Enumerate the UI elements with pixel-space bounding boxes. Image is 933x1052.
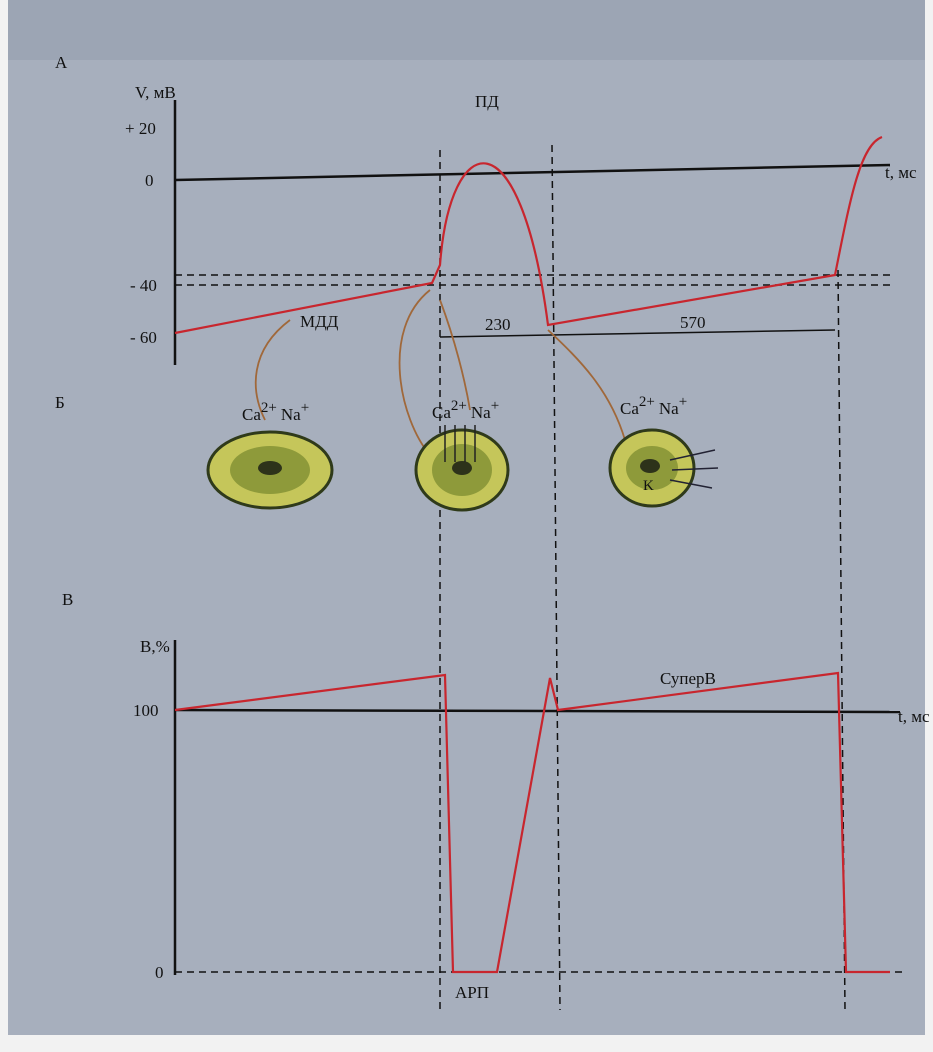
ion: Na — [659, 399, 679, 418]
ion: Na — [471, 403, 491, 422]
charge: 2+ — [451, 398, 467, 414]
x-axis-label: t, мс — [898, 707, 930, 726]
panel-label: Б — [55, 393, 65, 412]
charge: 2+ — [261, 400, 277, 416]
nucleus — [258, 461, 282, 475]
ion: Ca — [242, 405, 261, 424]
y-tick: 100 — [133, 701, 159, 720]
charge: + — [491, 398, 499, 414]
charge: 2+ — [639, 394, 655, 410]
y-tick: + 20 — [125, 119, 156, 138]
paper — [8, 0, 925, 1035]
page: А V, мВ t, мс + 20 0 - 40 - 60 ПД МДД 23… — [0, 0, 933, 1052]
panel-label: А — [55, 53, 68, 72]
ion: Ca — [620, 399, 639, 418]
interval-label: 570 — [680, 313, 706, 332]
y-tick: 0 — [145, 171, 154, 190]
inner-label: K — [643, 478, 654, 494]
y-tick: - 40 — [130, 276, 157, 295]
ion: Ca — [432, 403, 451, 422]
y-axis-label: B,% — [140, 637, 170, 656]
nucleus — [640, 459, 660, 473]
refractory-label: АРП — [455, 983, 489, 1002]
interval-label: 230 — [485, 315, 511, 334]
panel-label: В — [62, 590, 73, 609]
slope-label: МДД — [300, 312, 339, 331]
x-axis-label: t, мс — [885, 163, 917, 182]
charge: + — [301, 400, 309, 416]
y-tick: 0 — [155, 963, 164, 982]
charge: + — [679, 394, 687, 410]
paper-shade — [8, 0, 925, 60]
y-tick: - 60 — [130, 328, 157, 347]
peak-label: ПД — [475, 92, 499, 111]
y-axis-label: V, мВ — [135, 83, 176, 102]
supernormal-label: СуперВ — [660, 669, 716, 688]
nucleus — [452, 461, 472, 475]
ion: Na — [281, 405, 301, 424]
